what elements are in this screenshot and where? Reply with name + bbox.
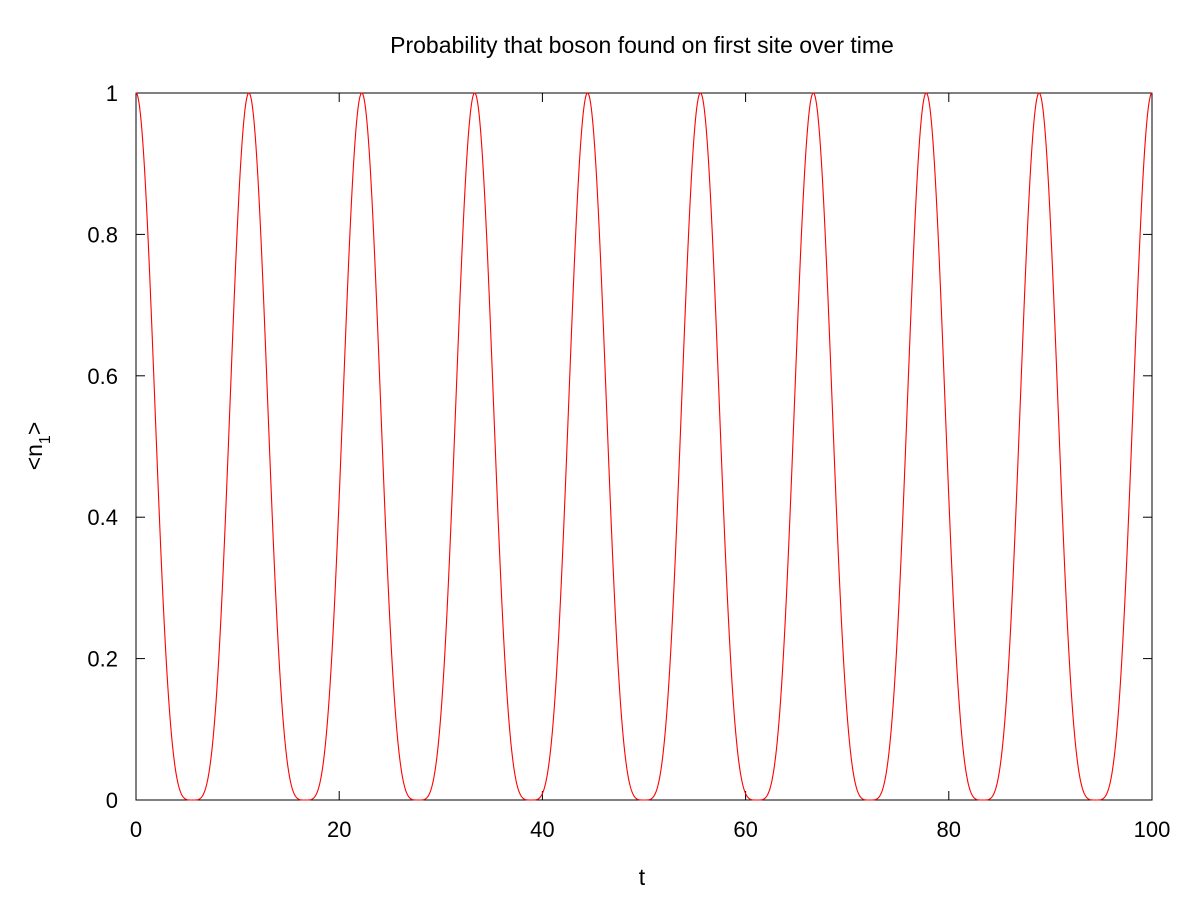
series-point-0-3	[304, 799, 306, 801]
series-point-0-6	[474, 92, 476, 94]
chart-title: Probability that boson found on first si…	[390, 32, 894, 58]
plot-frame	[135, 92, 1153, 801]
series-point-0-10	[699, 92, 702, 94]
series-point-0-18	[1151, 92, 1153, 94]
series-point-0-13	[869, 799, 871, 801]
x-axis-label: t	[639, 864, 646, 890]
series-point-0-2	[248, 92, 250, 94]
series-point-0-12	[812, 92, 814, 94]
y-tick-label-5: 1	[106, 81, 118, 106]
y-axis-label-prefix: <n	[21, 444, 47, 470]
x-tick-label-0: 0	[130, 817, 142, 842]
y-tick-label-4: 0.8	[87, 222, 118, 247]
x-tick-label-3: 60	[733, 817, 757, 842]
y-tick-label-0: 0	[106, 788, 118, 813]
x-tick-label-2: 40	[530, 817, 554, 842]
x-tick-label-5: 100	[1134, 817, 1171, 842]
tick-labels-layer: 0 20 40 60 80 100 0 0.2 0.4 0.6 0.8 1	[87, 81, 1170, 842]
series-point-0-17	[1094, 799, 1097, 801]
series-point-0-11	[756, 799, 758, 801]
y-tick-label-1: 0.2	[87, 647, 118, 672]
x-tick-label-4: 80	[937, 817, 961, 842]
series-layer	[135, 92, 1153, 801]
series-point-0-1	[191, 799, 194, 801]
series-point-0-7	[530, 799, 532, 801]
y-tick-label-3: 0.6	[87, 364, 118, 389]
y-axis-label: <n1>	[21, 422, 54, 471]
series-point-0-5	[417, 799, 419, 801]
y-axis-label-suffix: >	[21, 422, 47, 435]
series-point-0-14	[925, 92, 927, 94]
series-point-0-8	[586, 92, 589, 94]
series-point-0-9	[643, 799, 645, 801]
series-point-0-4	[361, 92, 363, 94]
y-axis-label-subscript: 1	[37, 435, 54, 444]
series-line-0	[135, 92, 1153, 801]
series-point-0-0	[135, 92, 137, 94]
x-tick-label-1: 20	[327, 817, 351, 842]
y-tick-label-2: 0.4	[87, 505, 118, 530]
series-point-0-15	[982, 799, 984, 801]
series-point-0-16	[1038, 92, 1040, 94]
ticks-layer	[135, 92, 1153, 801]
